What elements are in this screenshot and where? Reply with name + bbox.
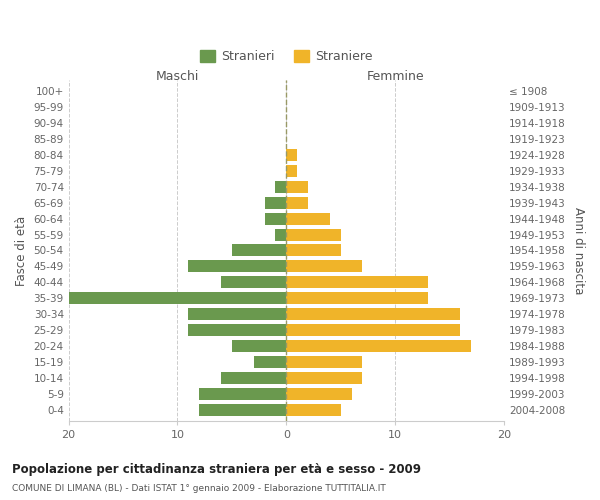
Y-axis label: Fasce di età: Fasce di età xyxy=(15,216,28,286)
Bar xyxy=(188,324,286,336)
Bar xyxy=(221,372,286,384)
Bar xyxy=(286,260,362,272)
Text: Femmine: Femmine xyxy=(367,70,424,83)
Bar xyxy=(286,388,352,400)
Legend: Stranieri, Straniere: Stranieri, Straniere xyxy=(195,46,377,68)
Bar xyxy=(286,196,308,208)
Y-axis label: Anni di nascita: Anni di nascita xyxy=(572,207,585,294)
Bar xyxy=(265,196,286,208)
Bar xyxy=(68,292,286,304)
Bar xyxy=(232,244,286,256)
Bar xyxy=(188,260,286,272)
Bar xyxy=(286,324,460,336)
Bar xyxy=(199,404,286,416)
Bar xyxy=(275,228,286,240)
Bar xyxy=(265,212,286,224)
Text: Popolazione per cittadinanza straniera per età e sesso - 2009: Popolazione per cittadinanza straniera p… xyxy=(12,462,421,475)
Bar xyxy=(286,180,308,192)
Bar xyxy=(254,356,286,368)
Bar xyxy=(286,372,362,384)
Bar xyxy=(286,149,297,161)
Bar xyxy=(286,308,460,320)
Bar xyxy=(286,292,428,304)
Bar xyxy=(188,308,286,320)
Bar xyxy=(232,340,286,352)
Bar xyxy=(199,388,286,400)
Bar xyxy=(286,228,341,240)
Text: Maschi: Maschi xyxy=(156,70,199,83)
Bar xyxy=(286,356,362,368)
Bar xyxy=(221,276,286,288)
Bar xyxy=(286,244,341,256)
Bar xyxy=(286,340,471,352)
Bar xyxy=(275,180,286,192)
Bar xyxy=(286,276,428,288)
Bar xyxy=(286,404,341,416)
Bar xyxy=(286,212,330,224)
Bar xyxy=(286,165,297,177)
Text: COMUNE DI LIMANA (BL) - Dati ISTAT 1° gennaio 2009 - Elaborazione TUTTITALIA.IT: COMUNE DI LIMANA (BL) - Dati ISTAT 1° ge… xyxy=(12,484,386,493)
